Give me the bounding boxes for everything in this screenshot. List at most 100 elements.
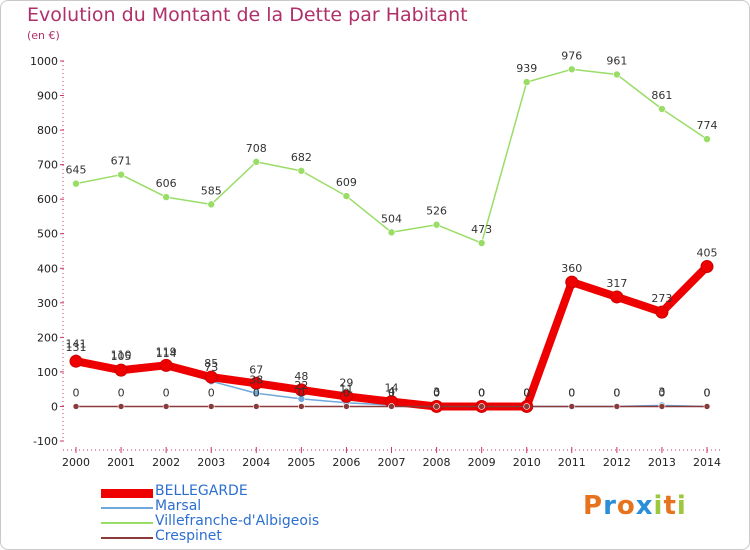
legend-swatch [101, 522, 153, 524]
logo-letter: P [583, 491, 604, 521]
data-point [252, 403, 260, 410]
data-label: 119 [156, 345, 177, 358]
data-label: 0 [523, 386, 530, 399]
y-tick-label: 0 [51, 400, 58, 413]
data-point [114, 363, 128, 377]
data-label: 131 [66, 341, 87, 354]
data-point [342, 192, 351, 200]
data-label: 0 [343, 386, 350, 399]
data-point [69, 354, 83, 368]
data-point [204, 370, 218, 384]
data-point [207, 403, 215, 410]
legend-label: Crespinet [155, 528, 222, 544]
data-label: 0 [478, 386, 485, 399]
y-tick-label: 300 [37, 297, 58, 310]
data-label: 0 [478, 386, 485, 399]
y-tick-label: 800 [37, 124, 58, 137]
data-label: 645 [66, 164, 87, 177]
data-label: 606 [156, 177, 177, 190]
data-point [207, 200, 216, 209]
data-label: 609 [336, 176, 357, 189]
data-label: 861 [651, 89, 672, 102]
data-point [433, 403, 440, 410]
x-tick-label: 2008 [423, 456, 451, 469]
data-label: 114 [156, 347, 177, 360]
data-label: 0 [613, 386, 620, 399]
logo-letter: t [663, 491, 677, 521]
x-tick-label: 2014 [693, 456, 721, 469]
data-label: 0 [433, 386, 440, 399]
data-label: 4 [388, 385, 395, 398]
logo-letter: i [676, 491, 687, 521]
x-tick-label: 2006 [332, 456, 360, 469]
data-point [298, 403, 305, 410]
data-label: 141 [66, 338, 87, 351]
x-tick-label: 2003 [197, 456, 225, 469]
data-point [610, 290, 624, 304]
data-label: 0 [523, 386, 530, 399]
data-point [655, 305, 669, 319]
data-point [523, 403, 531, 410]
data-point [613, 70, 621, 79]
y-tick-label: 500 [37, 228, 58, 241]
data-point [658, 105, 666, 113]
x-tick-label: 2009 [468, 456, 496, 469]
data-label: 0 [568, 386, 575, 399]
x-tick-label: 2011 [558, 456, 586, 469]
data-label: 939 [516, 62, 537, 75]
data-label: 67 [249, 363, 263, 376]
legend-label: Villefranche-d'Albigeois [155, 513, 320, 529]
y-tick-label: 100 [37, 366, 58, 379]
data-label: 0 [613, 386, 620, 399]
data-label: 774 [697, 119, 718, 132]
legend-label: Marsal [155, 498, 202, 514]
data-label: 0 [523, 386, 530, 399]
data-label: 0 [388, 386, 395, 399]
data-label: 0 [298, 386, 305, 399]
data-label: 38 [249, 373, 263, 386]
x-tick-label: 2013 [648, 456, 676, 469]
data-label: 48 [294, 370, 308, 383]
x-tick-label: 2007 [378, 456, 406, 469]
data-point [522, 78, 531, 86]
data-point [478, 403, 485, 410]
data-label: 29 [339, 376, 353, 389]
data-label: 22 [294, 379, 308, 392]
data-label: 0 [253, 386, 260, 399]
data-point [703, 135, 711, 143]
data-label: 0 [658, 386, 665, 399]
data-label: 0 [704, 386, 711, 399]
data-point [72, 179, 80, 188]
data-label: 360 [561, 262, 582, 275]
data-point [568, 403, 576, 410]
data-label: 585 [201, 184, 222, 197]
data-point [297, 167, 306, 175]
data-label: 14 [385, 382, 399, 395]
data-label: 0 [704, 386, 711, 399]
data-point [567, 65, 576, 74]
y-tick-label: -100 [33, 435, 58, 448]
data-point [252, 158, 261, 166]
data-label: 0 [568, 386, 575, 399]
data-label: 682 [291, 151, 312, 164]
data-point [387, 228, 396, 237]
x-tick-label: 2010 [513, 456, 541, 469]
logo-letter: r [603, 491, 617, 521]
x-tick-label: 2002 [152, 456, 180, 469]
data-label: 0 [118, 386, 125, 399]
data-point [159, 358, 173, 372]
data-label: 3 [658, 385, 665, 398]
data-point [162, 193, 170, 201]
data-point [432, 220, 441, 229]
data-point [700, 260, 714, 274]
chart-title: Evolution du Montant de la Dette par Hab… [27, 4, 468, 26]
data-label: 0 [163, 386, 170, 399]
data-point [162, 403, 170, 410]
data-label: 0 [478, 386, 485, 399]
x-tick-label: 2005 [287, 456, 315, 469]
data-point [565, 275, 579, 289]
data-point [117, 403, 125, 410]
series-layer [69, 65, 714, 413]
